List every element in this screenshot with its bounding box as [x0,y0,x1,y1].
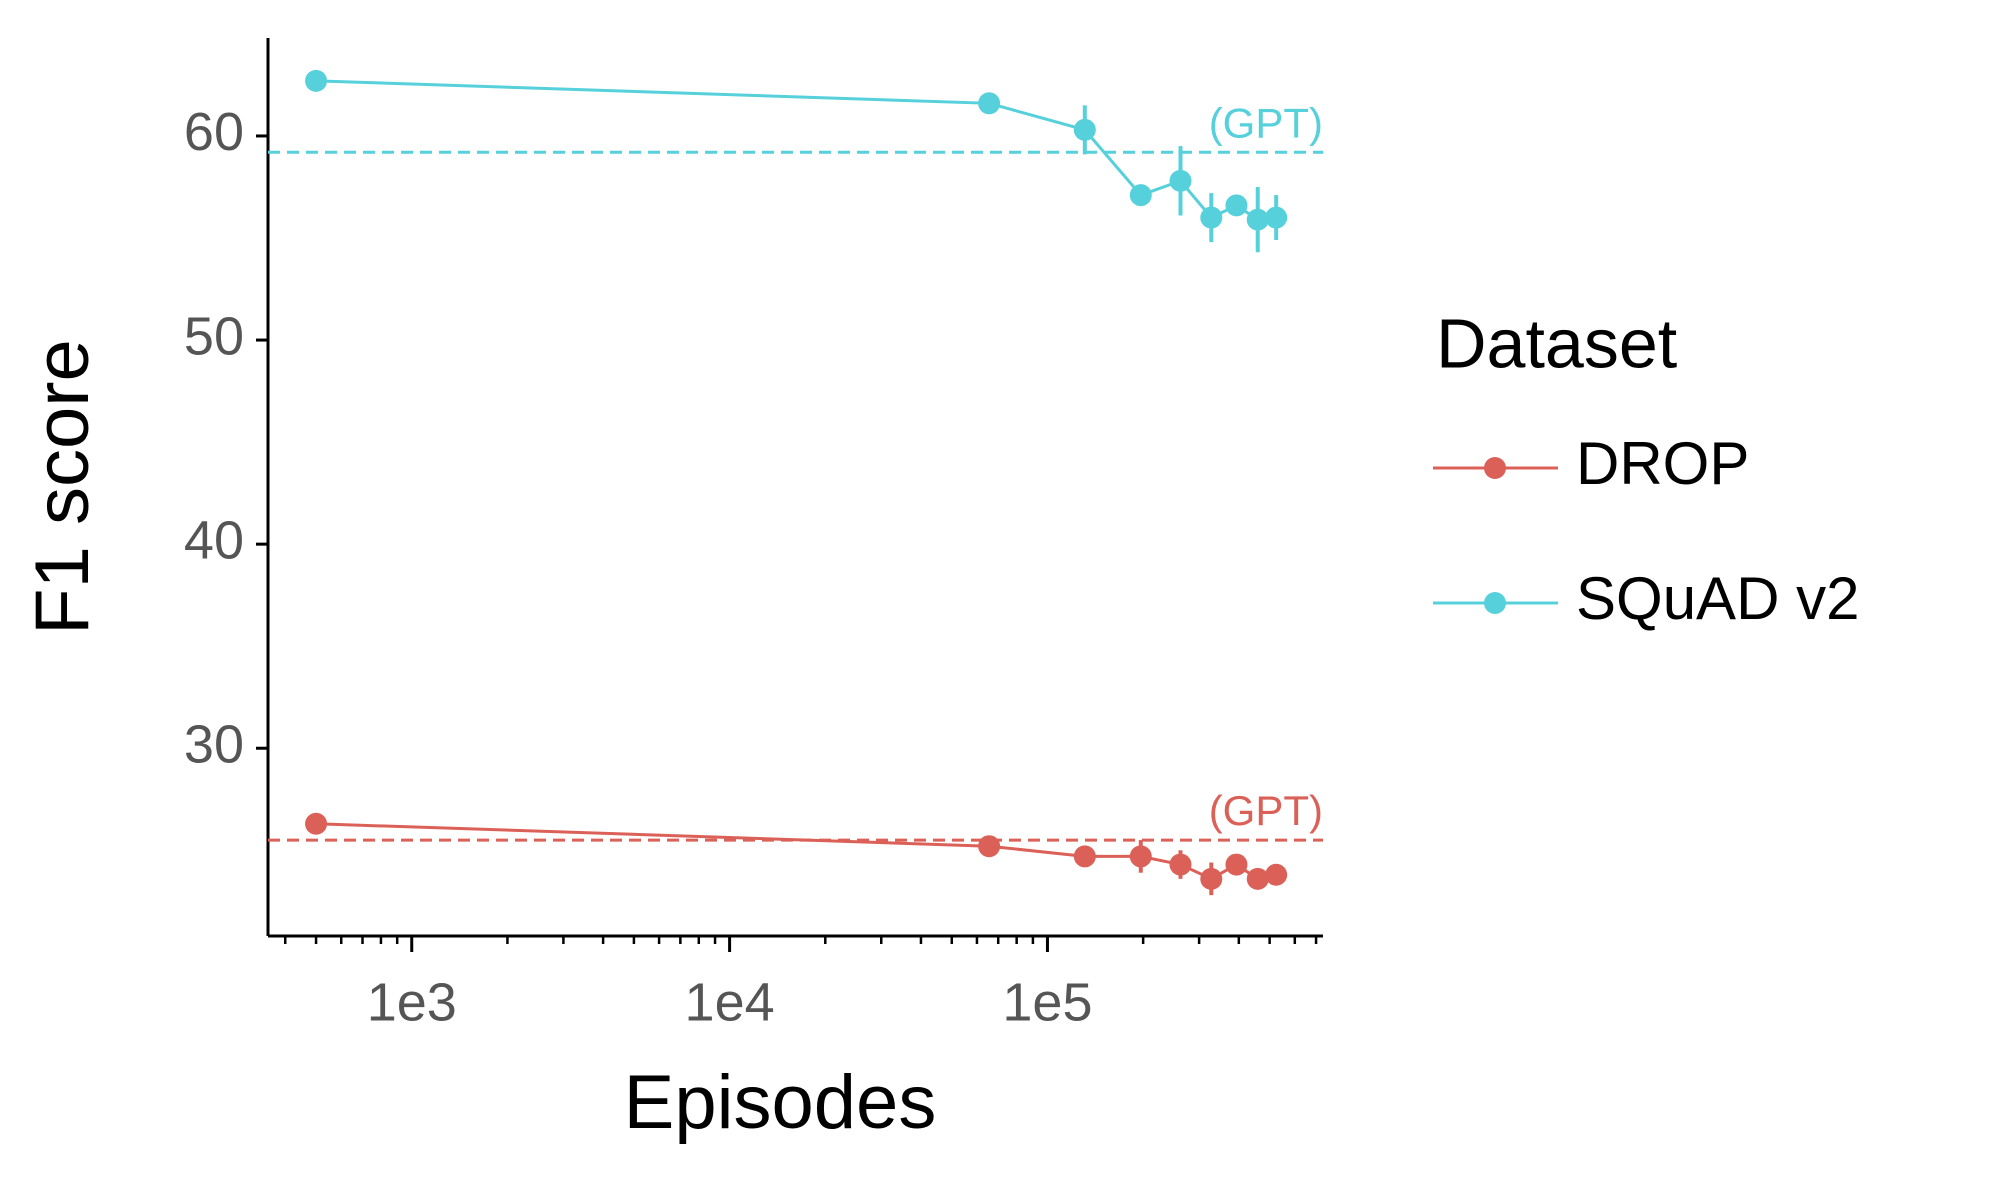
data-point [305,69,328,92]
data-point [1073,118,1096,141]
y-tick-label: 50 [184,306,244,366]
data-point [1265,206,1288,229]
y-tick-label: 60 [184,102,244,162]
x-tick-label: 1e3 [367,972,457,1032]
data-point [978,835,1001,858]
data-point [1246,867,1269,890]
data-point [1265,863,1288,886]
legend-key-point [1484,457,1506,479]
data-point [1169,853,1192,876]
x-tick-label: 1e4 [685,972,775,1032]
data-point [978,92,1001,115]
data-point [1129,845,1152,868]
data-point [1073,845,1096,868]
reference-label: (GPT) [1209,99,1323,146]
x-tick-label: 1e5 [1002,972,1092,1032]
legend-key-point [1484,592,1506,614]
data-point [1246,208,1269,231]
data-point [1129,184,1152,207]
y-tick-label: 30 [184,715,244,775]
legend-label: DROP [1576,430,1749,497]
y-tick-label: 40 [184,510,244,570]
data-point [1225,194,1248,217]
data-point [1200,206,1223,229]
data-point [1169,169,1192,192]
data-point [1225,853,1248,876]
y-axis-title: F1 score [20,339,105,635]
x-axis-title: Episodes [624,1060,937,1145]
legend-label: SQuAD v2 [1576,565,1859,632]
data-point [1200,867,1223,890]
data-point [305,812,328,835]
reference-label: (GPT) [1209,787,1323,834]
legend-title: Dataset [1436,304,1677,382]
